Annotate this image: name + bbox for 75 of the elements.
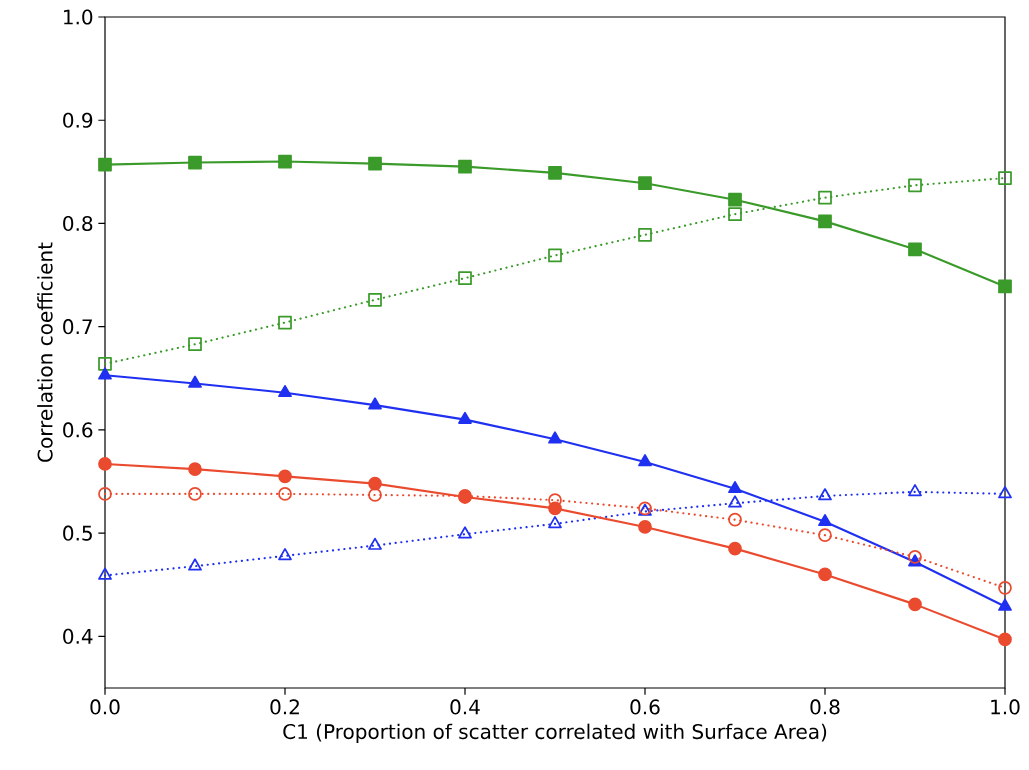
y-axis-title: Correlation coefficient <box>37 242 53 462</box>
y-tick-label: 0.8 <box>63 215 93 232</box>
point <box>98 487 112 501</box>
point <box>98 356 112 371</box>
point <box>728 207 742 222</box>
point <box>638 227 652 242</box>
x-tick-label: 0.0 <box>90 699 120 715</box>
x-tick-label: 0.8 <box>810 699 840 715</box>
y-tick-label: 0.5 <box>63 525 92 541</box>
point <box>638 454 652 467</box>
point <box>278 548 292 561</box>
point <box>278 315 292 330</box>
point <box>998 279 1012 294</box>
point <box>638 520 652 534</box>
y-tick-label: 0.6 <box>63 422 93 438</box>
point <box>458 271 472 286</box>
y-tick-label: 0.9 <box>63 112 93 128</box>
point <box>98 457 112 471</box>
x-tick-label: 0.4 <box>450 699 480 715</box>
point <box>188 462 202 477</box>
point <box>98 567 112 580</box>
point <box>188 375 202 388</box>
point <box>728 512 742 527</box>
point <box>998 580 1012 595</box>
point <box>458 526 472 539</box>
x-axis-title: C1 (Proportion of scatter correlated with Surface Area) <box>283 723 827 743</box>
point <box>548 516 562 529</box>
point <box>908 597 922 612</box>
point <box>728 541 742 556</box>
point <box>548 248 562 263</box>
point <box>368 156 382 171</box>
point <box>368 488 382 502</box>
point <box>368 397 382 410</box>
y-tick-label: 0.4 <box>63 628 93 644</box>
point <box>908 242 922 257</box>
point <box>368 476 382 491</box>
point <box>728 495 742 508</box>
point <box>818 488 832 501</box>
point <box>278 469 292 484</box>
point <box>368 537 382 550</box>
point <box>998 598 1012 611</box>
point <box>188 487 202 501</box>
y-tick-label: 0.7 <box>63 319 92 335</box>
point <box>818 567 832 582</box>
point <box>818 190 832 205</box>
point <box>818 528 832 543</box>
point <box>98 367 112 380</box>
point <box>998 632 1012 647</box>
point <box>188 155 202 170</box>
x-tick-label: 1.0 <box>991 699 1020 715</box>
point <box>98 157 112 172</box>
point <box>278 384 292 398</box>
point <box>278 487 292 501</box>
x-tick-label: 0.2 <box>270 699 299 715</box>
point <box>458 159 472 174</box>
point <box>728 192 742 207</box>
point <box>818 214 832 229</box>
point <box>548 431 562 444</box>
point <box>818 513 832 527</box>
point <box>728 480 742 494</box>
point <box>998 171 1012 185</box>
point <box>188 337 202 352</box>
point <box>638 176 652 191</box>
point <box>908 550 922 564</box>
point <box>908 178 922 193</box>
point <box>908 484 922 497</box>
point <box>998 486 1012 499</box>
point <box>188 558 202 571</box>
point <box>548 493 562 507</box>
y-tick-label: 1.0 <box>64 9 93 25</box>
point <box>548 166 562 180</box>
point <box>278 154 292 169</box>
point <box>368 292 382 307</box>
x-tick-label: 0.6 <box>630 699 660 715</box>
point <box>458 411 472 424</box>
